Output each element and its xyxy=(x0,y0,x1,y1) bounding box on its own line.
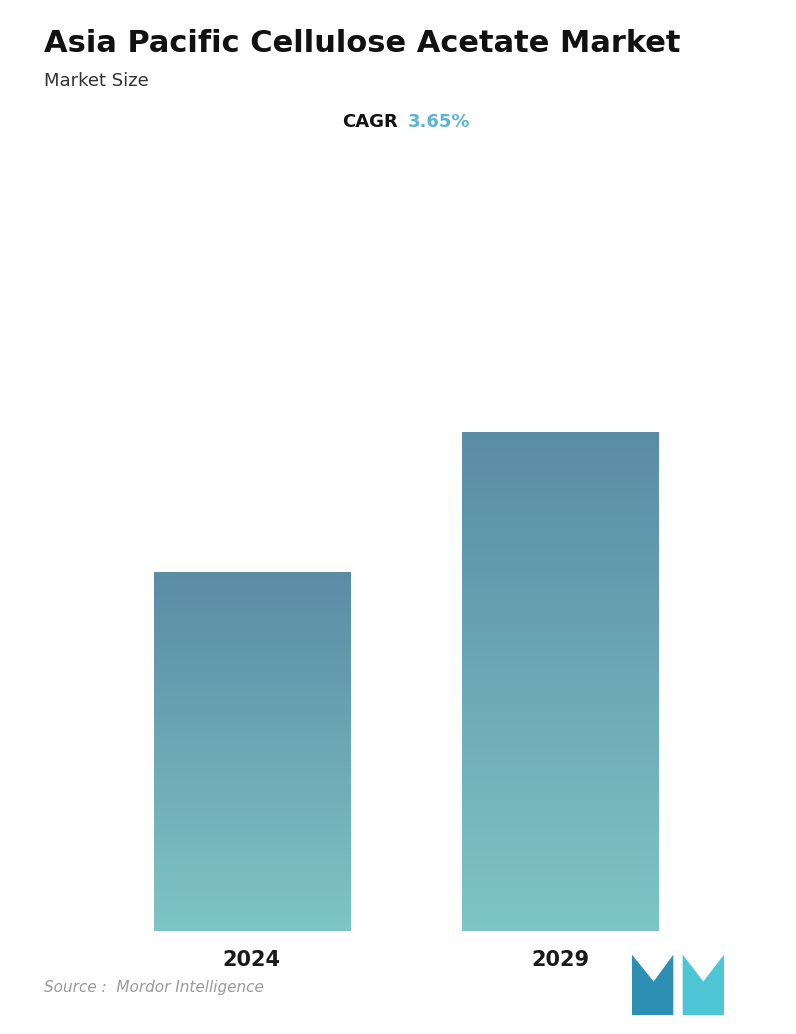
Text: Market Size: Market Size xyxy=(44,72,149,90)
Text: Asia Pacific Cellulose Acetate Market: Asia Pacific Cellulose Acetate Market xyxy=(44,29,681,58)
Text: CAGR: CAGR xyxy=(342,113,398,131)
Polygon shape xyxy=(632,954,673,1015)
Text: Source :  Mordor Intelligence: Source : Mordor Intelligence xyxy=(44,979,263,995)
Polygon shape xyxy=(683,954,724,1015)
Text: 3.65%: 3.65% xyxy=(408,113,470,131)
